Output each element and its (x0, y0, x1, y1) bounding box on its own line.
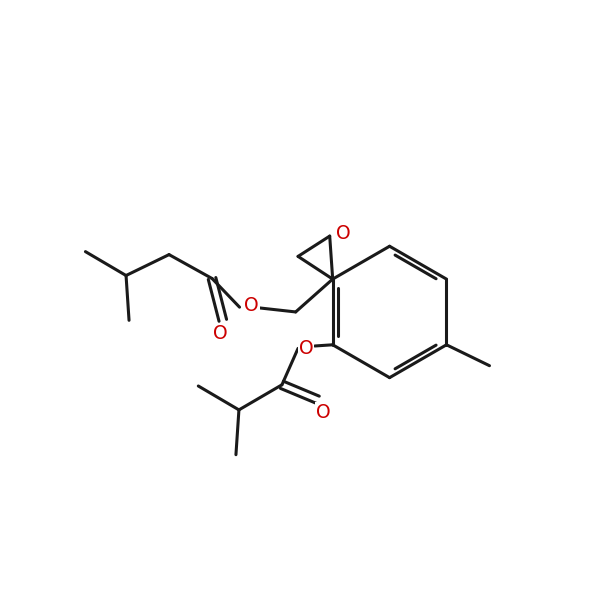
Text: O: O (213, 324, 228, 343)
Text: O: O (316, 403, 331, 422)
Text: O: O (244, 296, 259, 316)
Text: O: O (299, 339, 313, 358)
Text: O: O (335, 224, 350, 243)
